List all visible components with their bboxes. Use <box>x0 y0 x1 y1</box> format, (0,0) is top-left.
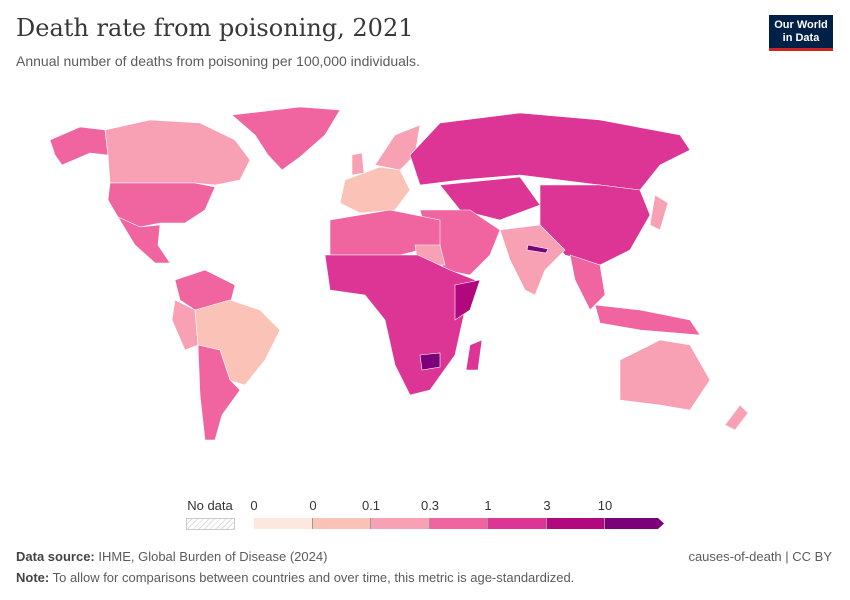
note: Note: To allow for comparisons between c… <box>16 570 574 585</box>
legend-tick: 0 <box>250 498 258 513</box>
source-label: Data source: <box>16 549 95 564</box>
license[interactable]: causes-of-death | CC BY <box>688 549 832 564</box>
legend-tick: 0.1 <box>361 498 381 513</box>
region-europe-west[interactable] <box>339 166 411 214</box>
note-text: To allow for comparisons between countri… <box>52 570 575 585</box>
source-text[interactable]: IHME, Global Burden of Disease (2024) <box>98 549 328 564</box>
world-map <box>49 106 749 441</box>
legend-tick: 1 <box>484 498 492 513</box>
region-madagascar[interactable] <box>465 339 483 371</box>
region-zimbabwe[interactable] <box>419 352 441 371</box>
legend-bin[interactable] <box>254 518 313 529</box>
region-india[interactable] <box>499 224 566 296</box>
legend-no-data-swatch[interactable] <box>186 518 235 530</box>
note-label: Note: <box>16 570 50 585</box>
region-peru[interactable] <box>171 299 199 351</box>
region-usa[interactable] <box>107 182 216 228</box>
chart-subtitle: Annual number of deaths from poisoning p… <box>16 53 420 69</box>
region-alaska[interactable] <box>49 126 109 166</box>
owid-logo[interactable]: Our World in Data <box>769 15 833 51</box>
data-source: Data source: IHME, Global Burden of Dise… <box>16 549 327 564</box>
legend-bin[interactable] <box>547 518 605 529</box>
region-se-asia[interactable] <box>569 254 606 311</box>
region-indonesia[interactable] <box>594 304 701 336</box>
region-somalia[interactable] <box>454 279 481 321</box>
region-greenland[interactable] <box>231 106 341 171</box>
legend-no-data-label: No data <box>187 498 233 513</box>
legend-bin[interactable] <box>488 518 547 529</box>
region-russia[interactable] <box>409 112 691 191</box>
region-mexico[interactable] <box>117 216 171 264</box>
region-new-zealand[interactable] <box>724 404 749 431</box>
region-australia[interactable] <box>619 339 711 411</box>
legend-tick: 10 <box>597 498 613 513</box>
region-nepal[interactable] <box>526 244 549 254</box>
legend-tick: 0 <box>309 498 317 513</box>
region-southern-cone[interactable] <box>197 344 241 441</box>
legend-bin[interactable] <box>371 518 430 529</box>
legend-tick: 0.3 <box>420 498 440 513</box>
region-central-asia[interactable] <box>439 176 541 221</box>
region-canada[interactable] <box>104 119 251 186</box>
legend-bin[interactable] <box>430 518 488 529</box>
region-scandinavia[interactable] <box>374 124 421 171</box>
legend-tick: 3 <box>543 498 551 513</box>
color-legend: No data 0 0 0.1 0.3 1 3 10 <box>180 498 670 538</box>
region-subsaharan-africa[interactable] <box>324 254 476 396</box>
region-uk[interactable] <box>351 152 365 176</box>
legend-bin[interactable] <box>313 518 371 529</box>
legend-arrow-icon <box>658 518 664 529</box>
region-japan[interactable] <box>649 194 669 231</box>
legend-bin[interactable] <box>605 518 658 529</box>
chart-title: Death rate from poisoning, 2021 <box>16 14 414 42</box>
